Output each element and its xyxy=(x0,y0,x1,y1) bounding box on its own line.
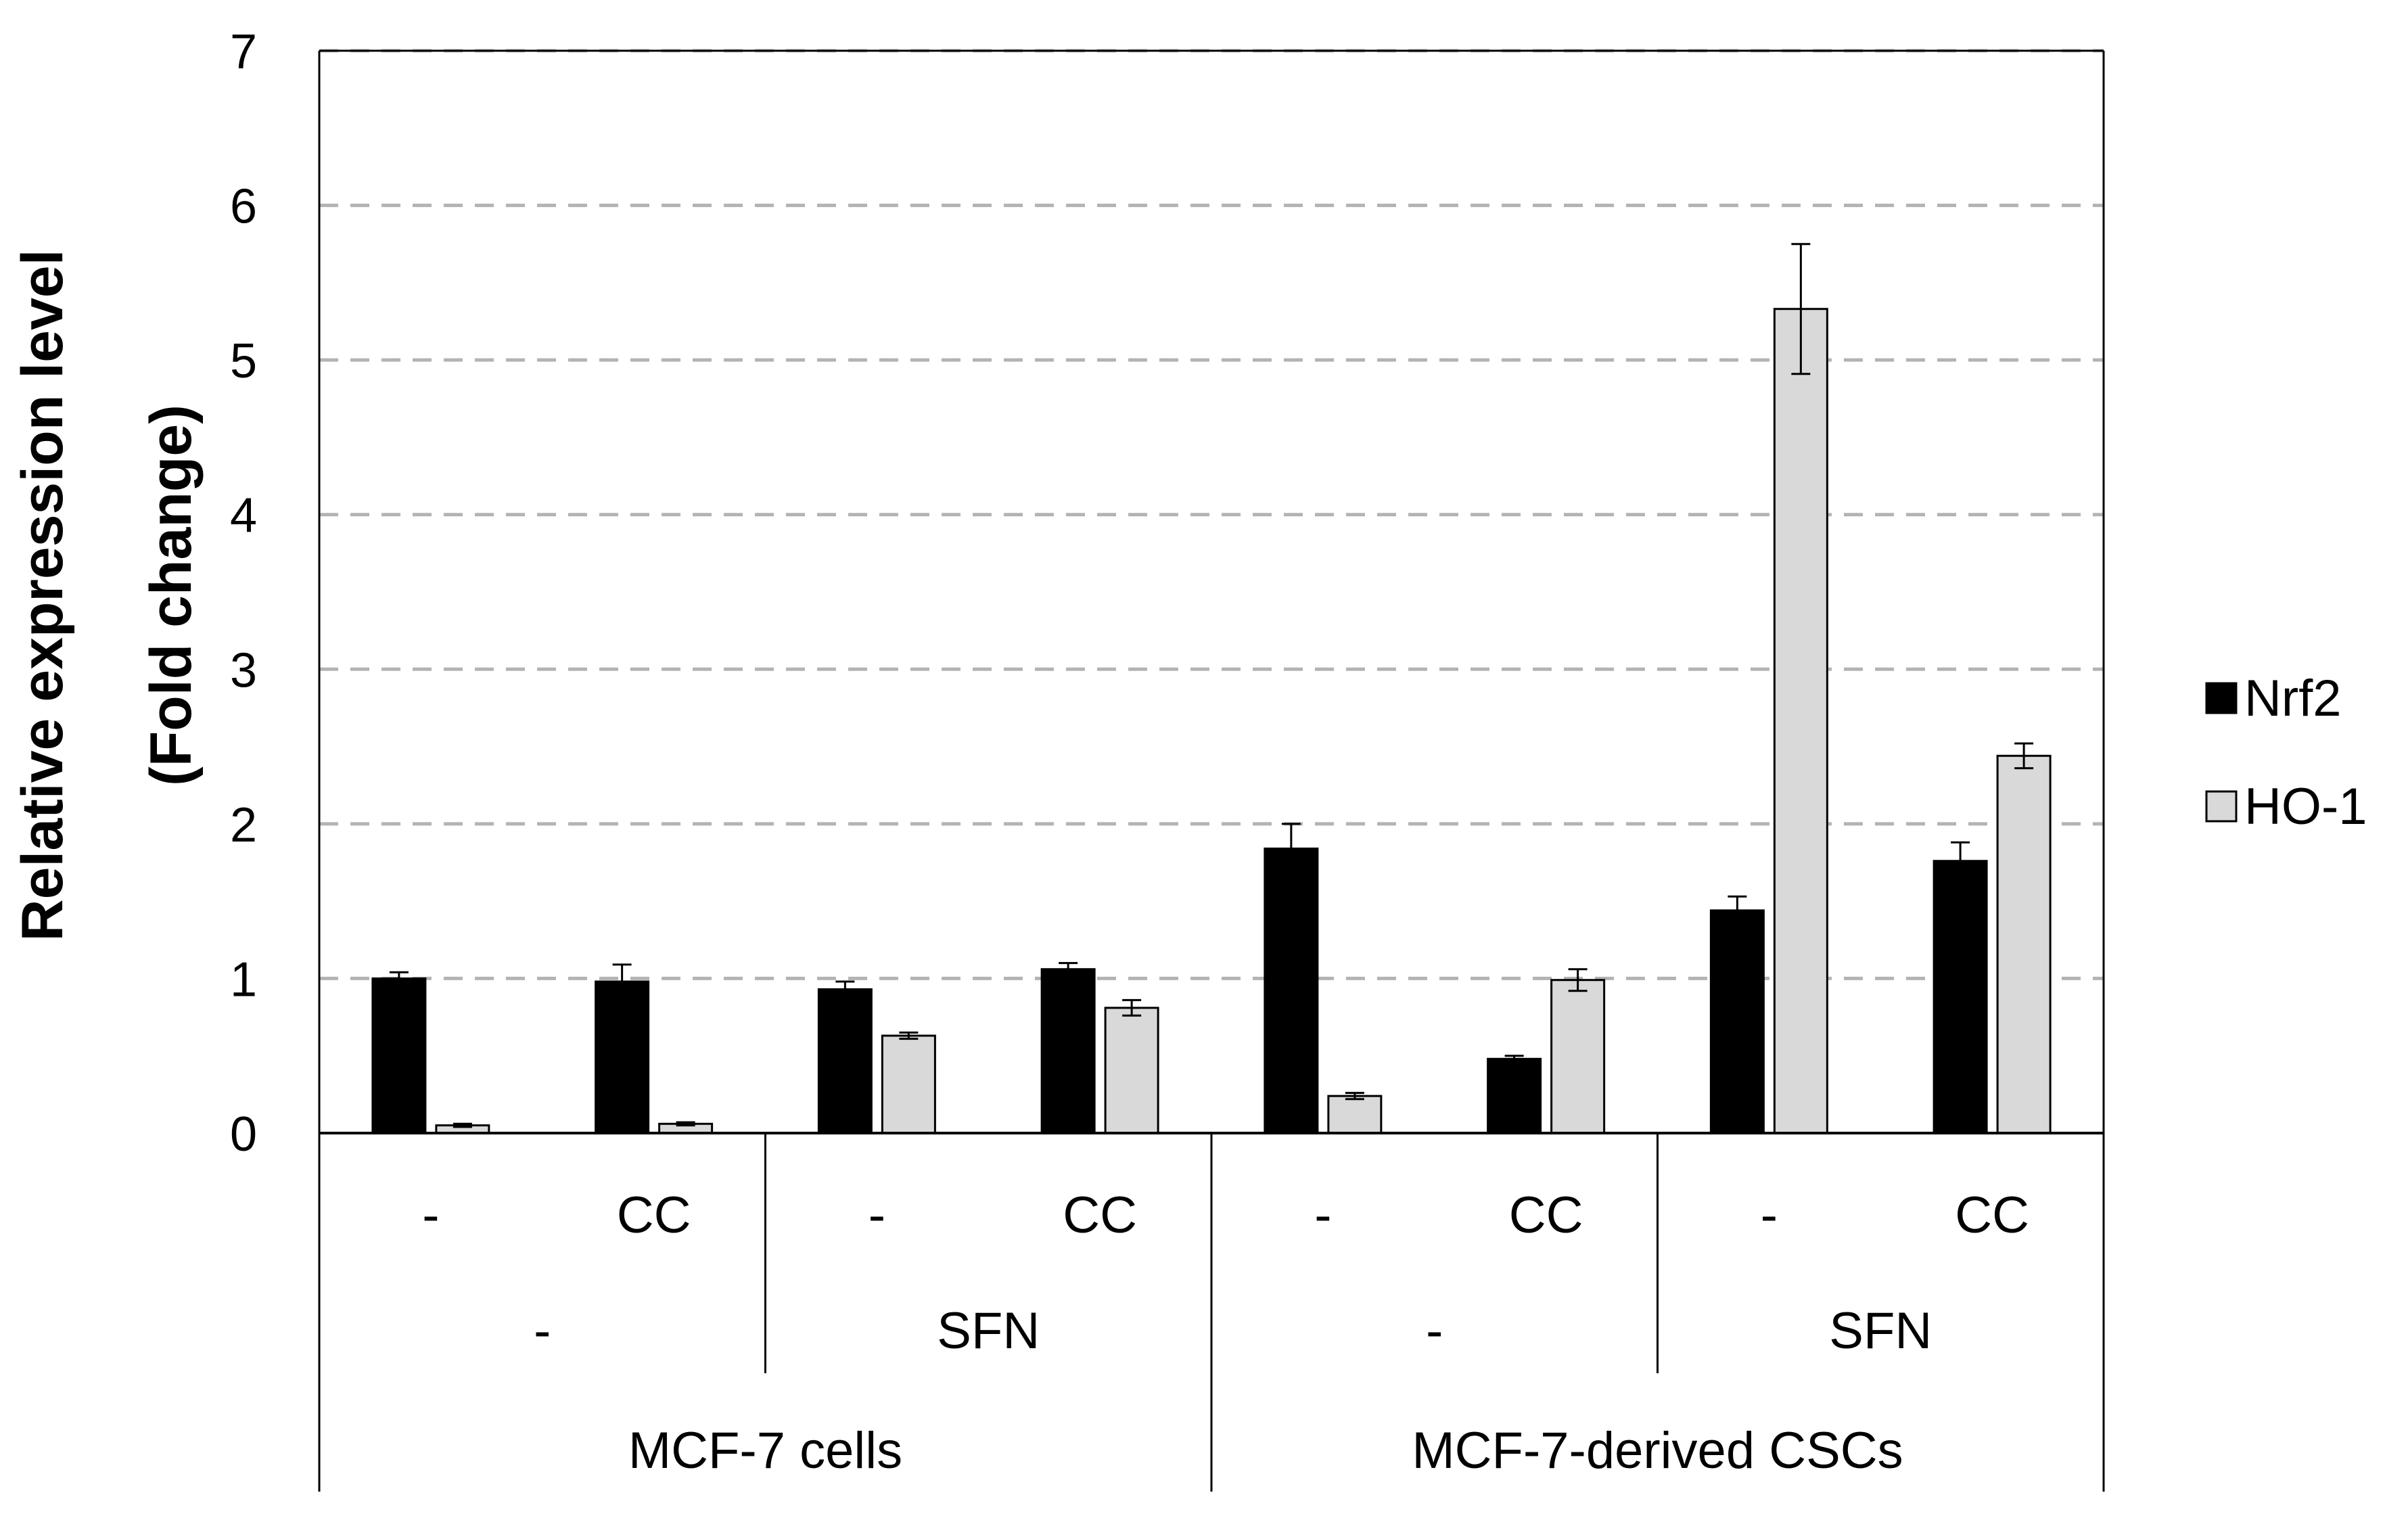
legend-label-ho1: HO-1 xyxy=(2244,778,2367,835)
y-axis-label-line2: (Fold change) xyxy=(139,405,204,786)
bar-nrf2-4 xyxy=(1264,847,1319,1134)
category-labels: - CC - CC - CC - CC - SFN - SFN MCF-7 cells MCF-7-der… xyxy=(422,1187,2029,1479)
category-label: - xyxy=(869,1187,885,1244)
legend-swatch-ho1 xyxy=(2205,790,2238,823)
treatment-label: SFN xyxy=(1829,1302,1932,1360)
y-tick-label: 7 xyxy=(230,25,257,79)
y-tick-label: 2 xyxy=(230,798,257,852)
bar-ho-1-5 xyxy=(1550,979,1606,1134)
bar-nrf2-1 xyxy=(595,980,650,1134)
bar-nrf2-7 xyxy=(1932,860,1988,1134)
y-tick-label: 0 xyxy=(230,1107,257,1162)
legend: Nrf2 HO-1 xyxy=(2205,670,2367,835)
axes xyxy=(318,49,2105,1492)
treatment-label: - xyxy=(1426,1302,1443,1360)
treatment-label: SFN xyxy=(937,1302,1040,1360)
bar-nrf2-3 xyxy=(1040,968,1096,1134)
gridlines xyxy=(319,49,2104,980)
cell-type-label: MCF-7-derived CSCs xyxy=(1412,1422,1903,1479)
y-tick-label: 3 xyxy=(230,643,257,697)
y-tick-label: 5 xyxy=(230,334,257,388)
bar-ho-1-6 xyxy=(1773,308,1828,1134)
bar-nrf2-0 xyxy=(371,977,427,1134)
bar-ho-1-2 xyxy=(881,1034,936,1134)
cell-type-label: MCF-7 cells xyxy=(628,1422,902,1479)
bar-nrf2-6 xyxy=(1709,909,1765,1134)
category-label: - xyxy=(1761,1187,1778,1244)
y-tick-labels: 0 1 2 3 4 5 6 7 xyxy=(230,25,257,1162)
category-label: - xyxy=(422,1187,439,1244)
y-tick-label: 6 xyxy=(230,180,257,234)
category-label: CC xyxy=(1509,1187,1583,1244)
y-tick-label: 1 xyxy=(230,952,257,1007)
bar-ho-1-3 xyxy=(1104,1007,1159,1134)
bars xyxy=(371,243,2052,1134)
legend-swatch-nrf2 xyxy=(2205,682,2238,714)
legend-label-nrf2: Nrf2 xyxy=(2244,670,2342,727)
bar-nrf2-2 xyxy=(817,988,873,1134)
category-label: CC xyxy=(617,1187,691,1244)
treatment-label: - xyxy=(534,1302,551,1360)
bar-ho-1-4 xyxy=(1327,1095,1383,1134)
category-label: CC xyxy=(1063,1187,1137,1244)
y-axis-label-line1: Relative expression level xyxy=(10,249,75,941)
category-label: - xyxy=(1314,1187,1331,1244)
y-tick-label: 4 xyxy=(230,489,257,543)
category-label: CC xyxy=(1955,1187,2029,1244)
bar-ho-1-7 xyxy=(1996,754,2052,1134)
bar-nrf2-5 xyxy=(1487,1057,1542,1134)
